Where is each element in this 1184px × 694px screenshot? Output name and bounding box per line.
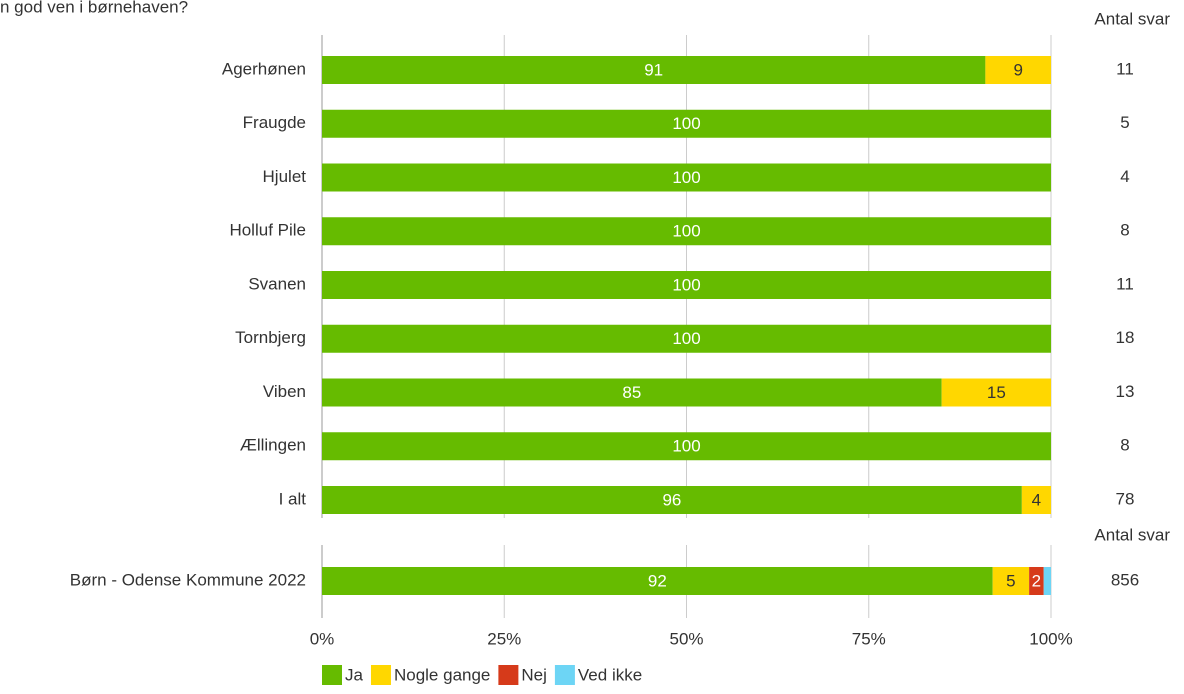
count-header: Antal svar (1094, 9, 1170, 28)
x-tick-label: 100% (1029, 629, 1072, 648)
count-label: 4 (1120, 167, 1129, 186)
count-label: 8 (1120, 436, 1129, 455)
value-label: 15 (987, 383, 1006, 402)
value-label: 2 (1032, 571, 1041, 590)
value-label: 100 (672, 437, 700, 456)
bar-segment (322, 432, 1051, 461)
category-label: Børn - Odense Kommune 2022 (70, 570, 306, 589)
count-header: Antal svar (1094, 525, 1170, 544)
value-label: 91 (644, 60, 663, 79)
bar-segment (322, 217, 1051, 246)
category-label: Hjulet (263, 167, 307, 186)
category-label: Viben (263, 382, 306, 401)
value-label: 92 (648, 571, 667, 590)
count-label: 18 (1116, 328, 1135, 347)
legend-swatch (322, 665, 342, 685)
bar-segment (1021, 486, 1051, 514)
category-label: Fraugde (243, 113, 306, 132)
legend-label: Ved ikke (578, 665, 642, 684)
value-label: 96 (662, 490, 681, 509)
value-label: 100 (672, 329, 700, 348)
bar-segment (322, 109, 1051, 138)
category-label: I alt (279, 489, 307, 508)
count-label: 11 (1116, 274, 1134, 293)
count-label: 11 (1116, 59, 1134, 78)
value-label: 85 (622, 383, 641, 402)
value-label: 100 (672, 222, 700, 241)
bar-segment (322, 271, 1051, 299)
value-label: 4 (1032, 490, 1041, 509)
bar-segment (322, 486, 1022, 514)
chart-title: n god ven i børnehaven? (0, 0, 188, 16)
legend-label: Nogle gange (394, 665, 490, 684)
category-label: Agerhønen (222, 59, 306, 78)
value-label: 5 (1006, 571, 1015, 590)
bar-segment (322, 56, 986, 84)
category-label: Svanen (248, 274, 306, 293)
x-tick-label: 75% (852, 629, 886, 648)
bar-segment (322, 163, 1051, 192)
count-label: 8 (1120, 221, 1129, 240)
x-tick-label: 0% (310, 629, 335, 648)
bar-segment (1029, 567, 1044, 595)
bar-segment (992, 567, 1030, 595)
value-label: 9 (1013, 60, 1022, 79)
bar-segment (322, 567, 993, 595)
value-label: 100 (672, 275, 700, 294)
bar-segment (985, 56, 1051, 84)
count-label: 78 (1116, 489, 1135, 508)
count-label: 13 (1116, 382, 1135, 401)
legend-swatch (498, 665, 519, 685)
bar-segment (941, 378, 1051, 407)
category-label: Ællingen (240, 436, 306, 455)
bar-segment (322, 324, 1051, 353)
x-tick-label: 25% (487, 629, 521, 648)
bar-segment (1043, 567, 1051, 595)
bar-segment (322, 378, 942, 407)
legend-label: Nej (521, 665, 547, 684)
legend-label: Ja (345, 665, 364, 684)
category-label: Holluf Pile (229, 221, 306, 240)
legend-swatch (554, 665, 575, 685)
x-tick-label: 50% (669, 629, 703, 648)
category-label: Tornbjerg (235, 328, 306, 347)
count-label: 5 (1120, 113, 1129, 132)
count-label: 856 (1111, 570, 1139, 589)
value-label: 100 (672, 168, 700, 187)
legend-swatch (370, 665, 391, 685)
value-label: 100 (672, 114, 700, 133)
